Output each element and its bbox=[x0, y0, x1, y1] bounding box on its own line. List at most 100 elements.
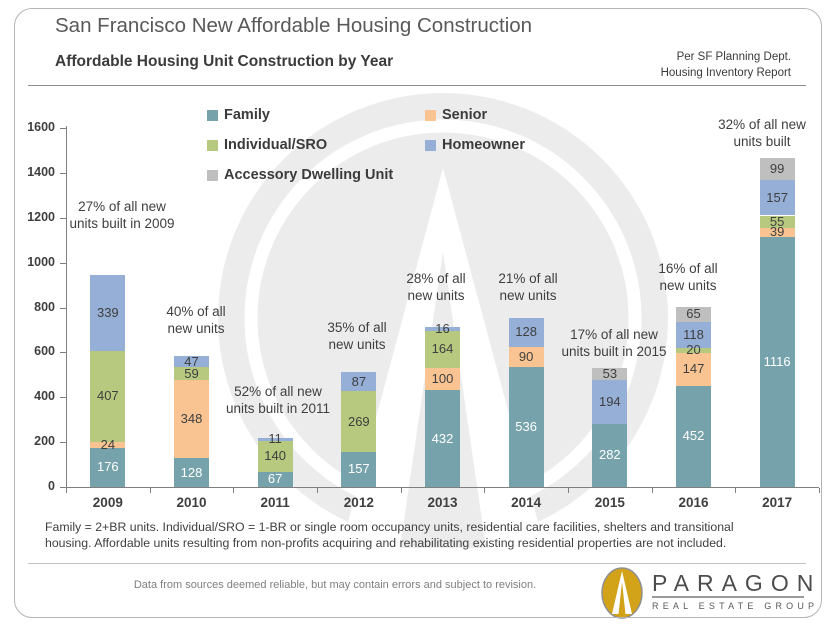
y-axis-tick-label: 0 bbox=[48, 479, 55, 493]
bar-value-label-family-2015: 282 bbox=[598, 447, 621, 463]
legend-label-individual-sro: Individual/SRO bbox=[224, 137, 328, 153]
x-axis-label-2016: 2016 bbox=[678, 495, 709, 510]
x-axis-label-2010: 2010 bbox=[176, 495, 207, 510]
x-axis-label-2014: 2014 bbox=[511, 495, 542, 510]
bar-segment-homeowner-2016 bbox=[676, 321, 711, 349]
bar-segment-homeowner-2010 bbox=[174, 356, 209, 367]
bar-value-label-homeowner-2010: 47 bbox=[184, 353, 199, 369]
y-axis-tick bbox=[60, 352, 66, 354]
bar-value-label-family-2017: 1116 bbox=[763, 353, 791, 369]
brand-subtitle: REAL ESTATE GROUP bbox=[652, 601, 819, 611]
bar-segment-family-2010 bbox=[174, 458, 209, 487]
bar-value-label-family-2016: 452 bbox=[682, 428, 705, 444]
bar-value-label-family-2012: 157 bbox=[347, 461, 370, 477]
source-note-line1: Per SF Planning Dept. bbox=[676, 51, 791, 63]
bar-value-label-accessory-dwelling-unit-2016: 65 bbox=[686, 306, 701, 322]
paragon-logo-icon bbox=[601, 567, 643, 619]
disclaimer-text: Data from sources deemed reliable, but m… bbox=[133, 579, 537, 591]
footer-divider bbox=[28, 563, 806, 564]
bar-segment-senior-2016 bbox=[676, 352, 711, 386]
chart-legend: Family Senior Individual/SRO Homeowner A… bbox=[207, 104, 525, 186]
source-note: Per SF Planning Dept. Housing Inventory … bbox=[661, 49, 791, 81]
bar-segment-senior-2017 bbox=[759, 227, 795, 237]
legend-swatch-family bbox=[207, 109, 218, 121]
bar-value-label-homeowner-2012: 87 bbox=[351, 373, 367, 389]
bar-value-label-individual-sro-2010: 59 bbox=[184, 365, 199, 381]
legend-label-family: Family bbox=[224, 107, 270, 123]
bar-segment-family-2013 bbox=[425, 390, 460, 487]
x-axis-tick bbox=[317, 488, 318, 493]
legend-item-accessory-dwelling-unit: Accessory Dwelling Unit bbox=[207, 164, 525, 186]
bar-segment-homeowner-2017 bbox=[759, 180, 795, 216]
x-axis-tick bbox=[568, 488, 569, 493]
x-axis-tick bbox=[233, 488, 235, 493]
bar-segment-senior-2014 bbox=[508, 346, 544, 367]
y-axis-tick-label: 600 bbox=[34, 344, 55, 359]
x-axis-label-2015: 2015 bbox=[594, 495, 625, 510]
legend-label-accessory-dwelling-unit: Accessory Dwelling Unit bbox=[224, 167, 394, 183]
x-axis-tick bbox=[400, 488, 402, 493]
x-axis-label-2009: 2009 bbox=[92, 495, 123, 510]
legend-swatch-senior bbox=[425, 109, 436, 121]
bar-value-label-senior-2017: 39 bbox=[769, 224, 785, 240]
chart-annotation-3: 35% of all new units bbox=[327, 320, 387, 352]
x-axis-tick bbox=[149, 488, 151, 493]
bar-segment-accessory-dwelling-unit-2015 bbox=[592, 368, 628, 381]
chart-annotation-7: 16% of all new units bbox=[658, 261, 718, 293]
bar-segment-homeowner-2013 bbox=[425, 327, 460, 331]
legend-item-homeowner: Homeowner bbox=[425, 134, 525, 156]
bar-segment-family-2016 bbox=[676, 385, 711, 487]
bar-value-label-individual-sro-2009: 407 bbox=[96, 388, 119, 404]
bar-value-label-family-2009: 176 bbox=[96, 459, 119, 475]
bar-value-label-homeowner-2009: 339 bbox=[96, 304, 119, 320]
bar-value-label-senior-2010: 348 bbox=[180, 411, 203, 427]
y-axis-tick-label: 800 bbox=[34, 299, 55, 314]
footnote-line2: housing. Affordable units resulting from… bbox=[45, 536, 727, 550]
bar-value-label-family-2013: 432 bbox=[431, 430, 454, 446]
bar-segment-senior-2009 bbox=[90, 442, 126, 448]
chart-annotation-4: 28% of all new units bbox=[406, 271, 466, 303]
chart-annotation-6: 17% of all new units built in 2015 bbox=[561, 327, 667, 359]
bar-value-label-homeowner-2017: 157 bbox=[766, 189, 788, 205]
bar-segment-family-2014 bbox=[508, 366, 544, 487]
y-axis-tick bbox=[60, 217, 66, 219]
legend-item-senior: Senior bbox=[425, 104, 525, 126]
y-axis-tick bbox=[60, 487, 66, 488]
bar-segment-individual-sro-2016 bbox=[676, 348, 711, 353]
header-divider bbox=[28, 85, 806, 86]
bar-segment-family-2017 bbox=[759, 236, 795, 487]
x-axis-line bbox=[66, 487, 819, 488]
x-axis-label-2011: 2011 bbox=[260, 495, 290, 510]
bar-value-label-homeowner-2015: 194 bbox=[598, 393, 621, 409]
bar-value-label-individual-sro-2011: 140 bbox=[264, 448, 286, 464]
y-axis-line bbox=[66, 126, 67, 488]
legend-item-individual-sro: Individual/SRO bbox=[207, 134, 425, 156]
bar-value-label-individual-sro-2017: 55 bbox=[769, 213, 785, 229]
legend-item-family: Family bbox=[207, 104, 425, 126]
bar-segment-family-2015 bbox=[592, 423, 628, 487]
page-title: San Francisco New Affordable Housing Con… bbox=[55, 14, 533, 37]
legend-swatch-accessory-dwelling-unit bbox=[207, 169, 218, 181]
bar-value-label-homeowner-2016: 118 bbox=[683, 326, 704, 342]
y-axis-tick bbox=[60, 307, 66, 309]
x-axis-label-2012: 2012 bbox=[343, 495, 374, 510]
bar-value-label-homeowner-2013: 16 bbox=[435, 321, 450, 337]
y-axis-tick bbox=[60, 128, 66, 129]
x-axis-label-2013: 2013 bbox=[427, 495, 458, 510]
bar-segment-homeowner-2015 bbox=[592, 380, 628, 424]
y-axis-tick bbox=[60, 442, 66, 444]
y-axis-tick-label: 1000 bbox=[27, 254, 55, 269]
bar-segment-family-2011 bbox=[257, 471, 293, 487]
legend-swatch-homeowner bbox=[425, 139, 436, 151]
y-axis-tick bbox=[60, 397, 66, 399]
bar-value-label-family-2011: 67 bbox=[267, 471, 283, 487]
bar-segment-accessory-dwelling-unit-2017 bbox=[759, 158, 795, 181]
bar-value-label-accessory-dwelling-unit-2017: 99 bbox=[769, 161, 785, 177]
x-axis-tick bbox=[484, 488, 486, 493]
bar-segment-homeowner-2012 bbox=[341, 371, 377, 392]
bar-value-label-accessory-dwelling-unit-2015: 53 bbox=[602, 366, 618, 382]
bar-value-label-homeowner-2014: 128 bbox=[515, 324, 537, 340]
brand-block: PARAGON REAL ESTATE GROUP bbox=[652, 571, 821, 611]
bar-value-label-senior-2014: 90 bbox=[518, 348, 534, 364]
